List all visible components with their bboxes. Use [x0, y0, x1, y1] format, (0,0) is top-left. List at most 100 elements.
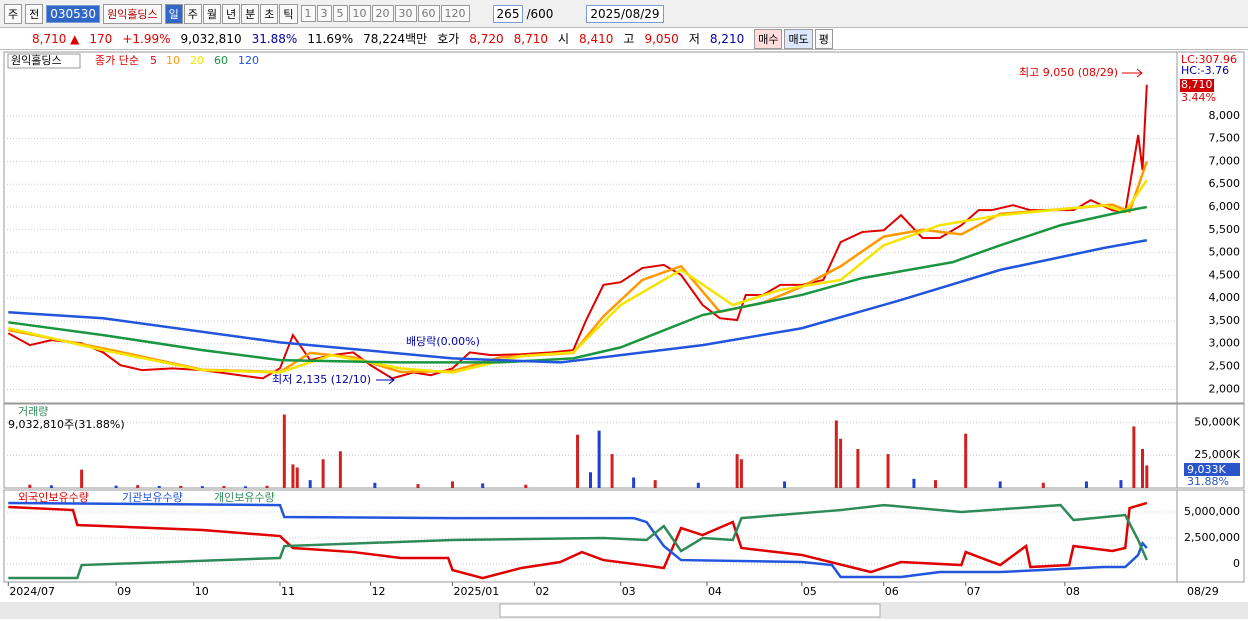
turnover: 31.88%	[251, 31, 298, 46]
toolbar-button[interactable]: 틱	[279, 3, 298, 24]
volume-bar	[481, 483, 485, 488]
avg-button[interactable]: 평	[814, 28, 833, 49]
volume-bar	[114, 485, 118, 488]
side-label: 9,033K	[1187, 463, 1226, 476]
volume-bar	[265, 485, 269, 488]
volume-bar	[282, 414, 286, 488]
stock-name: 원익홀딩스	[11, 54, 62, 67]
y-tick-label: 25,000K	[1194, 448, 1240, 461]
series-line	[8, 503, 1148, 580]
type-button[interactable]: 주	[4, 3, 23, 24]
toolbar-button[interactable]: 분	[241, 3, 260, 24]
volume-bar	[295, 467, 299, 488]
legend-prefix: 종가 단순	[95, 54, 139, 67]
y-tick-label: 7,000	[1209, 154, 1241, 167]
y-tick-label: 6,500	[1209, 177, 1241, 190]
toolbar-button[interactable]: 3	[316, 5, 332, 22]
x-tick-label: 08	[1066, 585, 1080, 598]
volume-bar	[998, 481, 1002, 488]
name-field[interactable]: 원익홀딩스	[103, 3, 162, 24]
legend-entry: 60	[214, 54, 228, 67]
volume-bar	[856, 449, 860, 488]
legend-entry: 10	[166, 54, 180, 67]
volume-bar	[157, 486, 161, 488]
chart: 2,000 2,500 3,000 3,500 4,000 4,500 5,000 5,500…	[0, 51, 1248, 619]
toolbar-button[interactable]: 120	[440, 5, 470, 22]
toolbar-button[interactable]: 60	[417, 5, 440, 22]
open: 8,410	[579, 31, 614, 46]
date-input[interactable]: 2025/08/29	[586, 4, 664, 23]
toolbar-button[interactable]: 5	[332, 5, 348, 22]
volume-bar	[597, 430, 601, 488]
volume-bar	[416, 484, 420, 488]
volume-bar	[1084, 481, 1088, 488]
code-input[interactable]: 030530	[46, 4, 101, 23]
scroll-thumb[interactable]	[499, 603, 881, 618]
volume-bar	[735, 454, 739, 488]
y-tick-label: 4,000	[1209, 291, 1241, 304]
quote-bar: 8,710 ▲ 170 +1.99% 9,032,810 31.88% 11.6…	[0, 28, 1248, 50]
x-tick-label: 11	[281, 585, 295, 598]
volume-bar	[589, 472, 592, 488]
volume-bar	[783, 481, 787, 488]
open-label: 시	[558, 32, 570, 46]
legend-entry: 20	[190, 54, 204, 67]
ratio: 11.69%	[307, 31, 354, 46]
volume-bar	[964, 433, 968, 488]
series-line	[8, 160, 1148, 374]
series-line	[8, 239, 1148, 364]
x-tick-label: 06	[885, 585, 899, 598]
volume-bar	[839, 438, 843, 488]
y-tick-label: 8,000	[1209, 109, 1241, 122]
y-tick-label: 2,500	[1209, 360, 1241, 373]
y-tick-label: 2,500,000	[1184, 531, 1240, 544]
volume-bar	[308, 480, 312, 488]
panel-border	[3, 489, 1245, 583]
side-label: HC:-3.76	[1181, 64, 1229, 77]
toolbar-button[interactable]: 월	[202, 3, 222, 24]
sell-button[interactable]: 매도	[784, 28, 813, 49]
toolbar-button[interactable]: 주	[183, 3, 202, 24]
low-label: 저	[688, 32, 700, 46]
panel-border	[3, 403, 1245, 489]
volume-bar	[49, 485, 53, 488]
side-label: 3.44%	[1181, 91, 1216, 104]
legend-entry: 기관보유수량	[122, 491, 183, 504]
side-label: 31.88%	[1187, 475, 1229, 488]
x-tick-label: 12	[372, 585, 386, 598]
toolbar-button[interactable]: 초	[260, 3, 279, 24]
y-tick-label: 0	[1233, 557, 1240, 570]
volume-bar	[200, 486, 204, 488]
legend-entry: 개인보유수량	[214, 491, 275, 504]
toolbar-button[interactable]: 일	[164, 3, 183, 24]
x-tick-label: 03	[622, 585, 636, 598]
x-tick-label: 04	[708, 585, 722, 598]
ask: 8,720	[469, 31, 504, 46]
interval-group: 1 3 5 10 20 30 60 120	[300, 5, 470, 22]
prev-button[interactable]: 전	[25, 3, 44, 24]
change: 170	[89, 31, 113, 46]
toolbar-button[interactable]: 30	[394, 5, 417, 22]
toolbar-button[interactable]: 20	[371, 5, 394, 22]
toolbar-button[interactable]: 1	[300, 5, 316, 22]
volume: 9,032,810	[180, 31, 242, 46]
toolbar-button[interactable]: 년	[222, 3, 241, 24]
stock-name-box	[7, 53, 81, 69]
high-label: 고	[623, 32, 635, 46]
x-tick-label: 09	[117, 585, 131, 598]
toolbar-button[interactable]: 10	[348, 5, 371, 22]
volume-bar	[1041, 482, 1045, 488]
x-end-label: 08/29	[1187, 585, 1219, 598]
count-input[interactable]: 265	[492, 4, 524, 23]
series-line	[8, 501, 1148, 580]
buy-button[interactable]: 매수	[754, 28, 783, 49]
x-tick-label: 02	[535, 585, 549, 598]
arrow	[376, 375, 395, 385]
volume-bar	[576, 434, 580, 488]
volume-bar	[321, 459, 325, 488]
volume-box	[1184, 463, 1240, 476]
annotation: 최저 2,135 (12/10)	[272, 373, 371, 386]
y-tick-label: 3,000	[1209, 337, 1241, 350]
